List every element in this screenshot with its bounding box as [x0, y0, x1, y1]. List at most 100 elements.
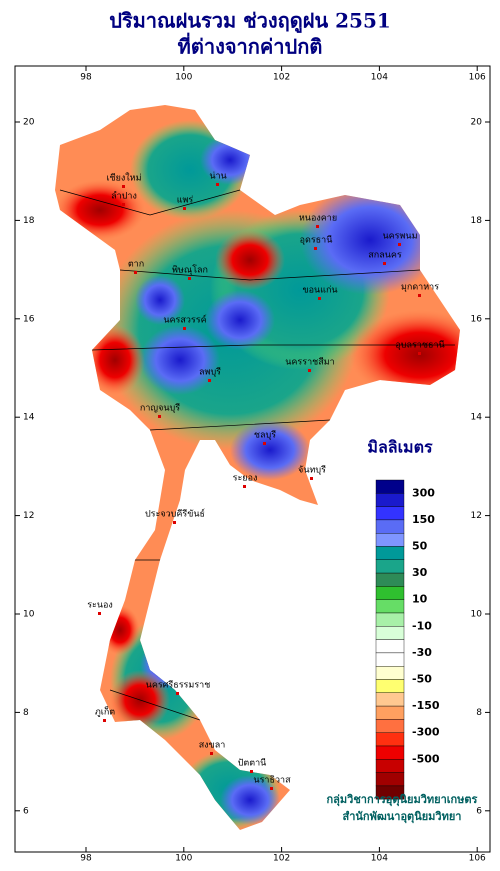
- lat-tick-label: 8: [23, 708, 29, 718]
- place-label: ระนอง: [87, 601, 113, 611]
- legend-swatch: [375, 759, 405, 773]
- station-marker: [122, 185, 125, 188]
- place-label: นครราชสีมา: [285, 357, 334, 368]
- lon-tick-label: 106: [469, 73, 486, 83]
- legend-swatch: [375, 745, 405, 760]
- station-marker: [398, 243, 401, 246]
- station-marker: [383, 262, 386, 265]
- station-marker: [216, 183, 219, 186]
- place-label: ระยอง: [233, 474, 258, 484]
- lat-tick-label: 16: [471, 314, 483, 324]
- legend-swatch: [375, 666, 405, 680]
- place-label: สกลนคร: [368, 251, 402, 261]
- legend-swatch: [375, 652, 405, 667]
- station-marker: [270, 787, 273, 790]
- legend-swatch: [375, 493, 405, 507]
- legend-swatch: [375, 506, 405, 521]
- lat-tick-label: 12: [23, 511, 34, 521]
- legend-label: -150: [412, 699, 440, 712]
- lat-tick-label: 18: [23, 216, 35, 226]
- legend-label: 150: [412, 513, 435, 526]
- lat-tick-label: 16: [23, 314, 35, 324]
- legend-swatch: [375, 546, 405, 561]
- lon-tick-label: 102: [273, 854, 290, 864]
- place-label: ภูเก็ต: [95, 705, 115, 718]
- title-line: ที่ต่างจากค่าปกติ: [178, 32, 323, 59]
- legend-label: -10: [412, 619, 432, 632]
- place-label: แพร่: [177, 196, 194, 206]
- credit-line: สำนักพัฒนาอุตุนิยมวิทยา: [343, 810, 462, 824]
- lon-tick-label: 98: [80, 854, 92, 864]
- station-marker: [183, 207, 186, 210]
- place-label: สงขลา: [199, 741, 226, 751]
- place-label: นราธิวาส: [253, 775, 291, 786]
- place-label: อุบลราชธานี: [395, 340, 444, 351]
- lon-tick-label: 104: [371, 73, 388, 83]
- lat-tick-label: 10: [471, 610, 483, 620]
- legend-label: -50: [412, 673, 432, 686]
- station-marker: [314, 247, 317, 250]
- lon-tick-label: 98: [80, 73, 92, 83]
- station-marker: [158, 415, 161, 418]
- place-label: ลำปาง: [111, 191, 137, 202]
- place-label: มุกดาหาร: [401, 283, 439, 293]
- legend-swatch: [375, 599, 405, 614]
- station-marker: [173, 521, 176, 524]
- lat-tick-label: 6: [23, 806, 29, 816]
- credit-line: กลุ่มวิชาการอุตุนิยมวิทยาเกษตร: [327, 793, 478, 807]
- station-marker: [122, 203, 125, 206]
- station-marker: [250, 770, 253, 773]
- title-line: ปริมาณฝนรวม ช่วงฤดูฝน 2551: [109, 9, 391, 35]
- lat-tick-label: 18: [471, 216, 483, 226]
- legend-swatch: [375, 692, 405, 707]
- legend-swatch: [375, 626, 405, 640]
- legend-label: 50: [412, 540, 428, 553]
- station-marker: [308, 369, 311, 372]
- station-marker: [183, 327, 186, 330]
- lat-tick-label: 14: [471, 413, 483, 423]
- place-label: นครศรีธรรมราช: [146, 680, 211, 691]
- station-marker: [316, 225, 319, 228]
- place-label: พิษณุโลก: [172, 265, 208, 276]
- lat-tick-label: 20: [471, 118, 483, 128]
- station-marker: [176, 692, 179, 695]
- legend-label: 10: [412, 593, 428, 606]
- station-marker: [188, 277, 191, 280]
- place-label: จันทบุรี: [298, 465, 326, 476]
- province-borders: [59, 189, 455, 721]
- place-label: ชลบุรี: [254, 430, 276, 441]
- lat-tick-label: 8: [476, 708, 482, 718]
- place-label: ลพบุรี: [199, 367, 221, 378]
- place-label: อุดรธานี: [300, 235, 333, 246]
- lat-tick-label: 10: [23, 610, 35, 620]
- legend-label: -300: [412, 726, 440, 739]
- legend-swatch: [375, 772, 405, 787]
- place-label: เชียงใหม่: [106, 173, 141, 184]
- station-marker: [98, 612, 101, 615]
- place-label: นครพนม: [382, 232, 417, 242]
- station-marker: [263, 442, 266, 445]
- station-marker: [208, 379, 211, 382]
- station-marker: [418, 352, 421, 355]
- place-label: น่าน: [209, 172, 226, 182]
- lon-tick-label: 102: [273, 73, 290, 83]
- legend-title: มิลลิเมตร: [367, 438, 433, 457]
- legend-swatch: [375, 572, 405, 587]
- place-label: หนองคาย: [299, 214, 337, 224]
- legend-label: 30: [412, 566, 428, 579]
- lon-tick-label: 100: [175, 854, 192, 864]
- place-label: ขอนแก่น: [302, 286, 337, 296]
- lat-tick-label: 12: [471, 511, 482, 521]
- legend-swatch: [375, 479, 405, 494]
- station-marker: [134, 271, 137, 274]
- legend-label: -30: [412, 646, 432, 659]
- place-label: กาญจนบุรี: [140, 403, 180, 414]
- place-label: นครสวรรค์: [163, 314, 206, 326]
- legend-swatch: [375, 559, 405, 574]
- legend-swatch: [375, 612, 405, 627]
- lat-tick-label: 6: [476, 806, 482, 816]
- legend: 300 150 50 30 10 -10 -30 -50 -150 -300 -500: [375, 479, 440, 800]
- lon-tick-label: 100: [175, 73, 192, 83]
